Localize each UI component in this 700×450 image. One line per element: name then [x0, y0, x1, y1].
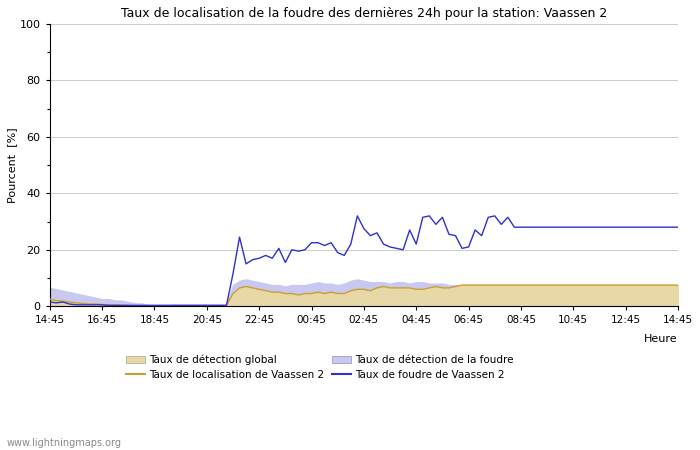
Y-axis label: Pourcent  [%]: Pourcent [%]	[7, 127, 17, 203]
Text: Heure: Heure	[645, 334, 678, 345]
Legend: Taux de détection global, Taux de localisation de Vaassen 2, Taux de détection d: Taux de détection global, Taux de locali…	[126, 355, 514, 380]
Text: www.lightningmaps.org: www.lightningmaps.org	[7, 438, 122, 448]
Title: Taux de localisation de la foudre des dernières 24h pour la station: Vaassen 2: Taux de localisation de la foudre des de…	[120, 7, 607, 20]
